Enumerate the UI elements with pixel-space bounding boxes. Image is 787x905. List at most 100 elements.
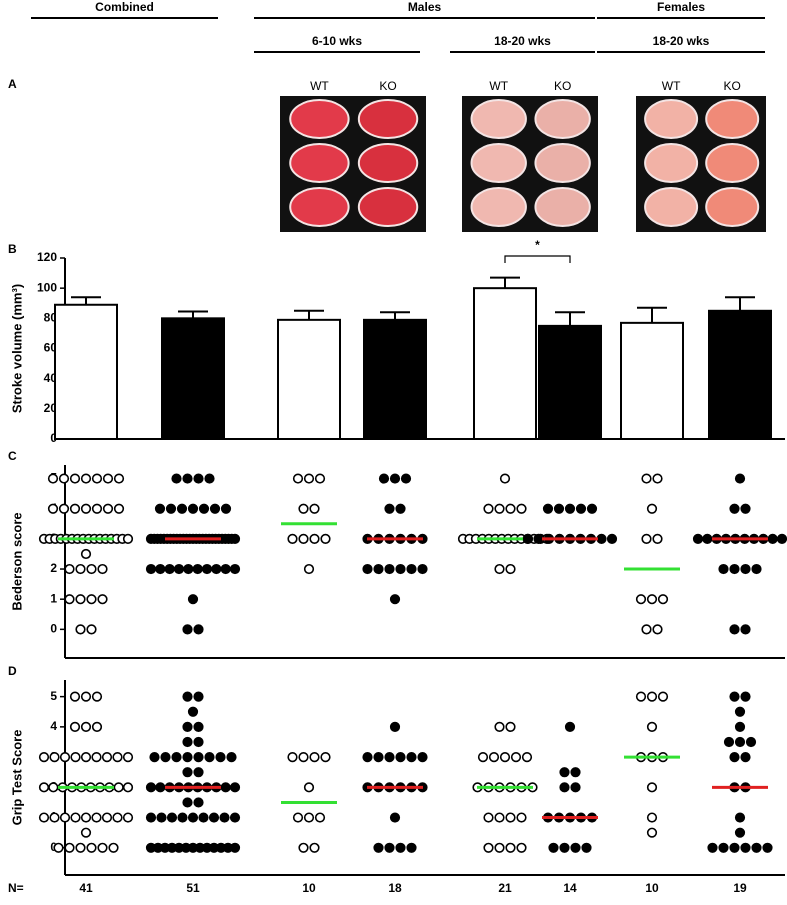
data-point bbox=[646, 691, 658, 702]
bar bbox=[538, 324, 602, 440]
data-point bbox=[320, 751, 331, 763]
data-point bbox=[596, 533, 607, 544]
data-point bbox=[287, 751, 298, 763]
data-point bbox=[38, 782, 50, 793]
data-point bbox=[483, 503, 494, 514]
bar bbox=[708, 309, 772, 440]
data-point bbox=[575, 503, 587, 514]
data-point bbox=[193, 473, 204, 484]
data-point bbox=[505, 842, 516, 853]
data-point bbox=[80, 721, 92, 732]
data-point bbox=[182, 624, 193, 635]
data-point bbox=[362, 563, 373, 575]
n-value: 10 bbox=[645, 881, 659, 895]
data-point bbox=[499, 751, 511, 763]
data-point bbox=[187, 812, 199, 823]
brain-slice bbox=[705, 187, 760, 227]
data-point bbox=[201, 563, 213, 575]
data-point bbox=[211, 563, 222, 575]
data-point bbox=[646, 812, 658, 823]
data-point bbox=[718, 842, 729, 853]
data-point bbox=[303, 782, 315, 793]
data-point bbox=[183, 563, 194, 575]
column-header: 18-20 wks bbox=[494, 34, 551, 48]
data-point bbox=[101, 751, 113, 763]
data-point bbox=[91, 691, 103, 702]
bar bbox=[54, 303, 118, 440]
bar bbox=[161, 317, 225, 441]
data-point bbox=[219, 812, 230, 823]
data-point bbox=[564, 721, 576, 732]
brain-slice bbox=[470, 99, 527, 139]
data-point bbox=[215, 751, 226, 763]
data-point bbox=[53, 842, 64, 853]
data-point bbox=[193, 736, 204, 748]
data-point bbox=[309, 533, 320, 544]
data-point bbox=[287, 533, 298, 544]
data-point bbox=[635, 691, 647, 702]
data-point bbox=[734, 736, 746, 748]
data-point bbox=[646, 827, 658, 838]
data-point bbox=[91, 473, 103, 484]
data-point bbox=[362, 751, 373, 763]
data-point bbox=[417, 751, 428, 763]
data-point bbox=[702, 533, 713, 544]
y-tick-label: 100 bbox=[37, 280, 57, 294]
data-point bbox=[97, 594, 108, 605]
brain-slice bbox=[644, 143, 699, 183]
data-point bbox=[198, 503, 210, 514]
data-point bbox=[606, 533, 618, 544]
genotype-label: WT bbox=[662, 79, 681, 93]
error-bar bbox=[555, 311, 585, 326]
data-point bbox=[193, 721, 204, 732]
bar bbox=[363, 318, 427, 441]
column-header: Males bbox=[408, 0, 442, 14]
data-point bbox=[204, 473, 215, 484]
data-point bbox=[559, 842, 570, 853]
data-point bbox=[193, 751, 204, 763]
data-point bbox=[59, 812, 71, 823]
error-bar bbox=[725, 296, 755, 311]
data-point bbox=[729, 842, 740, 853]
data-point bbox=[182, 767, 193, 778]
data-point bbox=[494, 503, 505, 514]
y-tick-label: 1 bbox=[50, 591, 57, 605]
data-point bbox=[559, 782, 570, 793]
data-point bbox=[309, 503, 320, 514]
data-point bbox=[182, 751, 193, 763]
data-point bbox=[641, 473, 652, 484]
column-header: 6-10 wks bbox=[312, 34, 362, 48]
data-point bbox=[229, 533, 241, 544]
y-tick-label: 2 bbox=[50, 561, 57, 575]
data-point bbox=[734, 827, 746, 838]
data-point bbox=[570, 767, 581, 778]
data-point bbox=[149, 751, 160, 763]
y-tick-label: 40 bbox=[44, 371, 58, 385]
data-point bbox=[389, 812, 401, 823]
data-point bbox=[80, 548, 92, 560]
bar bbox=[620, 321, 684, 441]
data-point bbox=[91, 503, 103, 514]
brain-slice bbox=[289, 143, 350, 183]
data-point bbox=[64, 842, 75, 853]
y-tick-label: 0 bbox=[50, 622, 57, 636]
data-point bbox=[112, 812, 123, 823]
data-point bbox=[564, 503, 576, 514]
data-point bbox=[208, 812, 220, 823]
data-point bbox=[101, 812, 113, 823]
data-point bbox=[69, 473, 81, 484]
data-point bbox=[729, 691, 740, 702]
data-point bbox=[229, 782, 241, 793]
data-point bbox=[80, 503, 92, 514]
data-point bbox=[97, 842, 108, 853]
data-point bbox=[122, 812, 134, 823]
data-point bbox=[646, 782, 658, 793]
data-point bbox=[298, 751, 309, 763]
data-point bbox=[298, 503, 309, 514]
data-point bbox=[499, 473, 511, 484]
data-point bbox=[176, 503, 188, 514]
data-point bbox=[745, 736, 757, 748]
data-point bbox=[533, 533, 544, 544]
data-point bbox=[177, 812, 188, 823]
data-point bbox=[47, 473, 59, 484]
